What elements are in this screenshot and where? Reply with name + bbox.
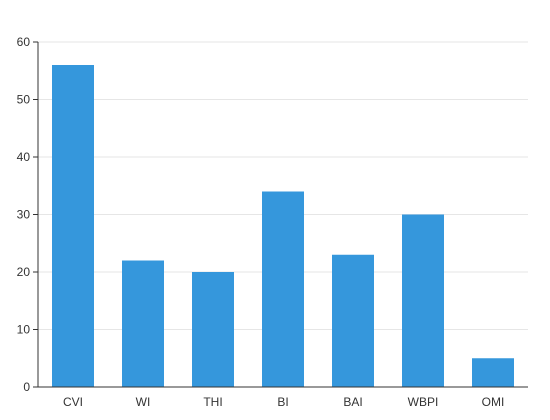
- bar-thi: [192, 272, 234, 387]
- bar-omi: [472, 358, 514, 387]
- x-tick-label: THI: [203, 395, 222, 409]
- bar-wi: [122, 260, 164, 387]
- bar-cvi: [52, 65, 94, 387]
- bar-bi: [262, 191, 304, 387]
- bar-series: [52, 65, 514, 387]
- bar-wbpi: [402, 214, 444, 387]
- y-tick-label: 30: [17, 208, 31, 222]
- axes: [33, 41, 528, 388]
- y-tick-label: 60: [17, 35, 31, 49]
- y-tick-label: 10: [17, 323, 31, 337]
- y-tick-label: 50: [17, 93, 31, 107]
- x-tick-label: BAI: [343, 395, 362, 409]
- x-tick-label: OMI: [482, 395, 505, 409]
- x-tick-label: BI: [277, 395, 288, 409]
- x-tick-label: WBPI: [408, 395, 439, 409]
- bar-bai: [332, 254, 374, 387]
- x-tick-label: WI: [136, 395, 151, 409]
- y-tick-label: 0: [23, 380, 30, 394]
- y-tick-label: 40: [17, 150, 31, 164]
- y-tick-label: 20: [17, 265, 31, 279]
- tick-labels: 0 10 20 30 40 50 60 CVI WI THI BI BAI WBPI OMI: [17, 35, 505, 409]
- x-tick-label: CVI: [63, 395, 83, 409]
